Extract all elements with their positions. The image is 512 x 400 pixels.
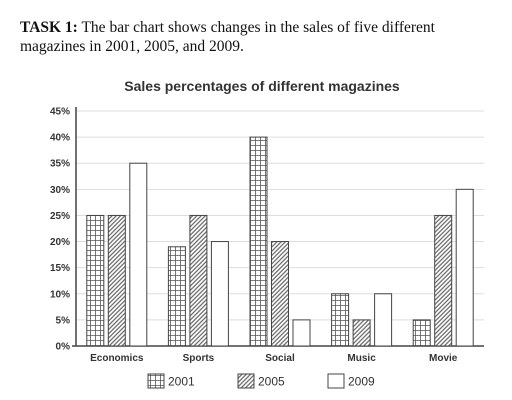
- chart-title: Sales percentages of different magazines: [124, 78, 400, 94]
- legend-swatch-2009: [327, 373, 345, 389]
- legend: 2001 2005 2009: [147, 373, 375, 389]
- y-tick-label: 35%: [50, 159, 70, 170]
- y-tick-label: 15%: [50, 263, 70, 274]
- bar-2005-economics: [107, 214, 126, 347]
- bar-2009-music: [374, 293, 393, 347]
- legend-swatch-2001: [147, 373, 165, 389]
- x-tick-label: Social: [265, 353, 295, 364]
- bars: [86, 136, 474, 347]
- bar-2005-social: [271, 241, 289, 347]
- task-text: The bar chart shows changes in the sales…: [20, 19, 435, 55]
- x-tick-label: Economics: [90, 353, 144, 364]
- y-tick-label: 40%: [50, 133, 70, 144]
- y-tick-label: 30%: [50, 185, 70, 196]
- bar-2009-economics: [129, 162, 148, 347]
- bar-2009-social: [292, 319, 311, 347]
- bar-2009-sports: [210, 241, 229, 347]
- bar-2005-sports: [189, 214, 208, 347]
- bar-2009-movie: [455, 188, 474, 347]
- task-description: TASK 1: The bar chart shows changes in t…: [20, 18, 500, 56]
- y-tick-label: 20%: [50, 237, 70, 248]
- legend-label-2005: 2005: [258, 375, 285, 389]
- y-tick-label: 45%: [50, 107, 70, 118]
- bar-2001-social: [249, 136, 268, 347]
- x-tick-label: Music: [347, 353, 376, 364]
- y-tick-label: 5%: [56, 315, 71, 326]
- bar-2005-movie: [434, 214, 453, 347]
- bar-2001-music: [331, 293, 350, 347]
- bar-2001-movie: [412, 319, 431, 347]
- task-label: TASK 1:: [20, 19, 78, 36]
- y-tick-label: 25%: [50, 211, 70, 222]
- legend-label-2009: 2009: [348, 375, 375, 389]
- legend-label-2001: 2001: [168, 375, 195, 389]
- tick-labels: 0% 5% 10% 15% 20% 25% 30% 35% 40% 45% Economics Spo…: [50, 107, 458, 365]
- bar-2001-sports: [167, 246, 186, 347]
- y-tick-label: 0%: [56, 342, 71, 353]
- x-tick-label: Sports: [183, 353, 215, 364]
- x-tick-label: Movie: [429, 353, 458, 364]
- bar-2001-economics: [86, 214, 105, 347]
- y-tick-label: 10%: [50, 289, 70, 300]
- bar-2005-music: [352, 319, 371, 347]
- legend-swatch-2005: [237, 373, 255, 389]
